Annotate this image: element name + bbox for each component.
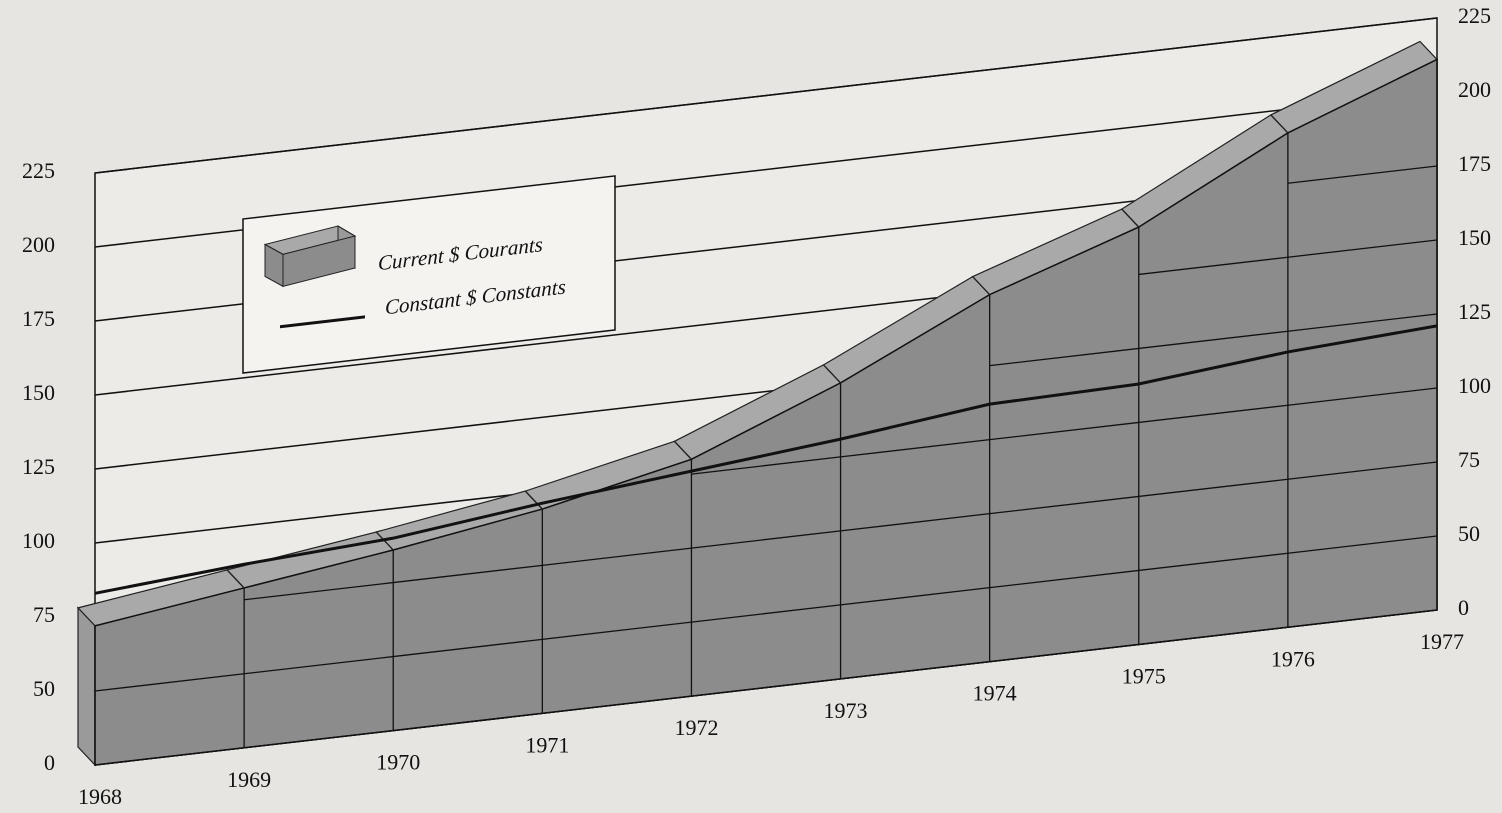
top-divider [1121,208,1140,228]
front-grid-line [989,313,1438,367]
legend-box [242,175,616,374]
y2-tick-label: 150 [1458,225,1491,250]
y2-tick-label: 100 [1458,373,1491,398]
constant-line [94,324,1438,595]
front-grid-line [94,535,1438,692]
y-tick-label: 0 [44,750,55,775]
y-tick-label: 50 [33,676,55,701]
x-tick-label: 1970 [376,750,420,775]
x-tick-label: 1969 [227,767,271,792]
x-tick-label: 1976 [1271,646,1315,671]
x-tick-label: 1971 [525,732,569,757]
legend-swatch-face [282,235,356,288]
y-tick-label: 175 [22,306,55,331]
x-tick-label: 1968 [78,784,122,809]
front-grid-line [244,461,1438,601]
y2-tick-label: 50 [1458,521,1480,546]
grid-line [94,17,1438,174]
top-divider [226,569,245,589]
x-tick-label: 1975 [1122,663,1166,688]
y-tick-label: 75 [33,602,55,627]
top-divider [674,440,692,460]
front-grid-line [94,609,1438,766]
y-tick-label: 100 [22,528,55,553]
y-tick-label: 200 [22,232,55,257]
top-divider [1270,114,1289,134]
y2-tick-label: 125 [1458,299,1491,324]
y-tick-label: 125 [22,454,55,479]
front-grid-line [691,387,1438,475]
front-grid-line [1138,239,1438,276]
y2-tick-label: 75 [1458,447,1480,472]
top-divider [972,276,991,296]
y-tick-label: 225 [22,158,55,183]
x-tick-label: 1977 [1420,629,1464,654]
area-side-face [77,606,96,767]
y2-tick-label: 0 [1458,595,1469,620]
top-divider [823,364,841,384]
x-tick-label: 1973 [824,698,868,723]
front-grid-line [1287,165,1438,184]
y-tick-label: 150 [22,380,55,405]
y2-tick-label: 175 [1458,151,1491,176]
top-divider [524,490,543,510]
x-tick-label: 1972 [674,715,718,740]
y2-tick-label: 200 [1458,77,1491,102]
y2-tick-label: 225 [1458,3,1491,28]
x-tick-label: 1974 [973,681,1017,706]
legend-line [280,315,365,329]
